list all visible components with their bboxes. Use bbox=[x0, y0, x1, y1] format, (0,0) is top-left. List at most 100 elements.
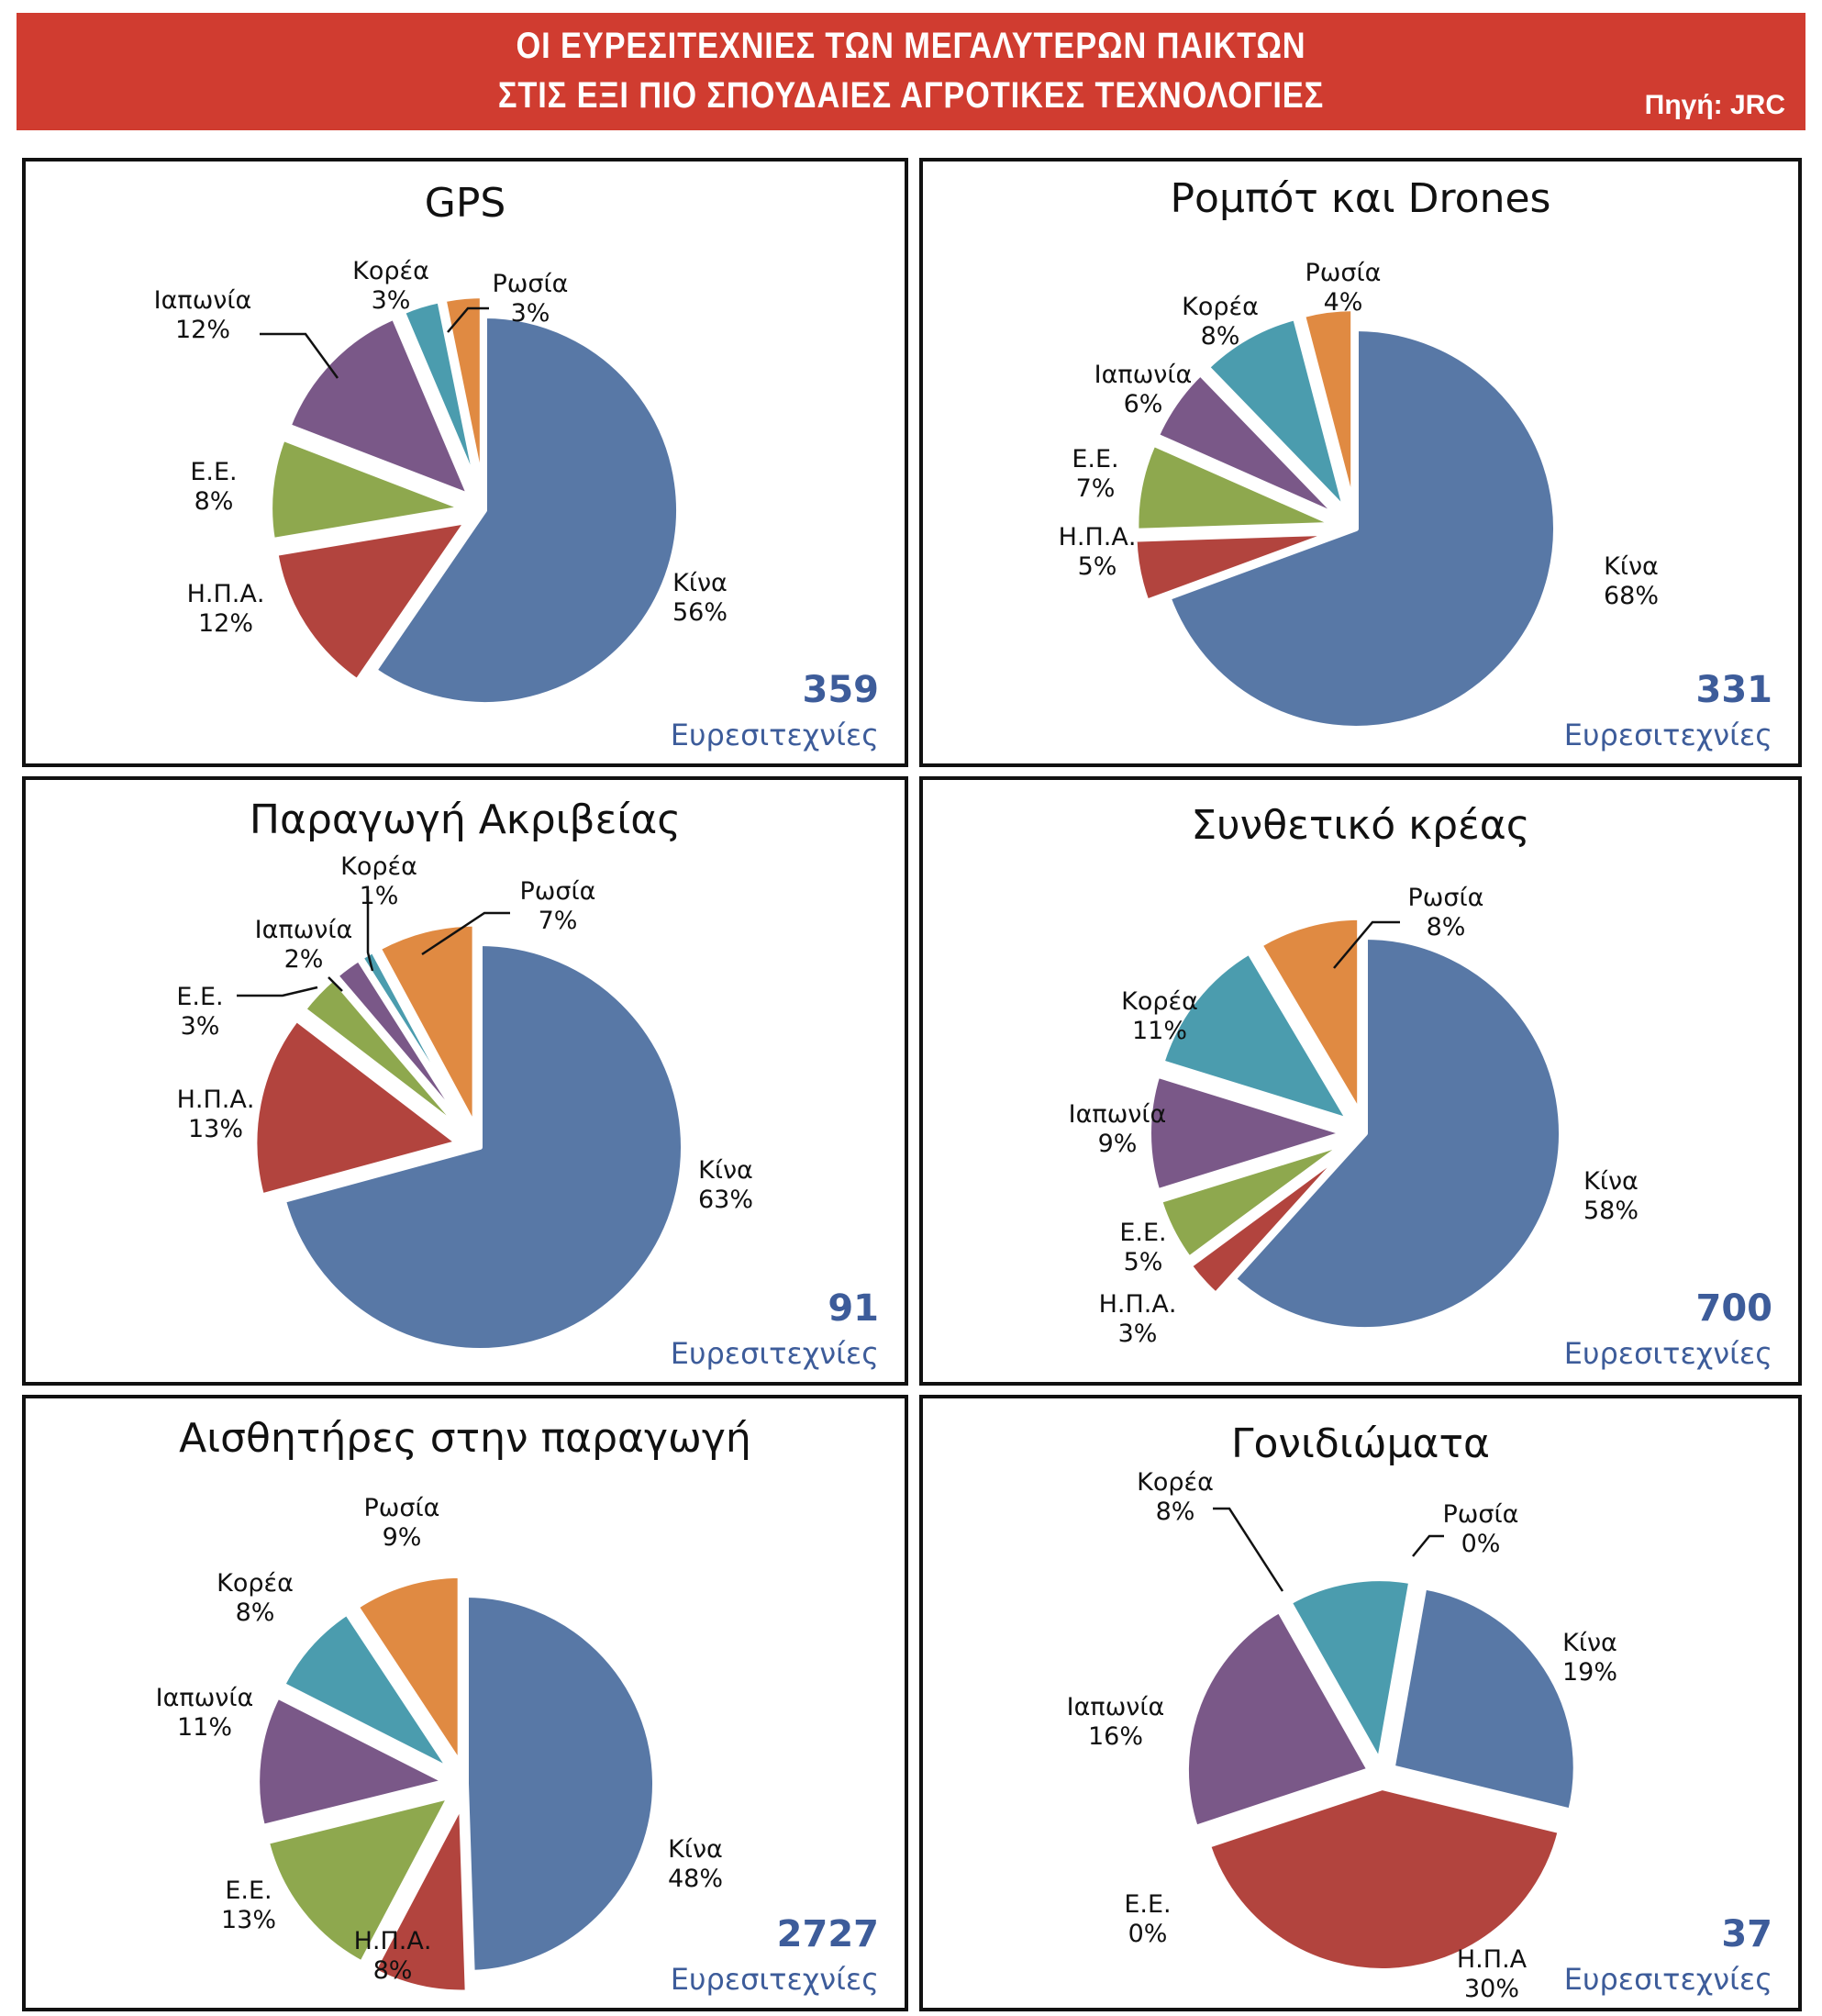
pie-slice-japan bbox=[1146, 1072, 1348, 1195]
slice-label-usa: Η.Π.Α. bbox=[177, 1086, 255, 1114]
pie-slice-japan bbox=[254, 1693, 450, 1831]
patent-count: 37 bbox=[1721, 1913, 1772, 1955]
chart-title: Παραγωγή Ακριβείας bbox=[250, 796, 681, 843]
slice-label-russia: Ρωσία bbox=[1443, 1500, 1519, 1529]
slice-label-korea: Κορέα bbox=[1121, 987, 1198, 1016]
slice-value-china: 63% bbox=[698, 1186, 753, 1214]
slice-value-china: 56% bbox=[672, 598, 728, 627]
leader-line bbox=[366, 890, 374, 972]
leader-line bbox=[1333, 920, 1400, 969]
slice-label-usa: Η.Π.Α. bbox=[1099, 1290, 1177, 1319]
slice-value-eu: 7% bbox=[1076, 474, 1116, 503]
chart-panel-1: GPS Κίνα 56% Η.Π.Α. 12% Ε.Ε. 8% Ιαπωνία 12% Κορέα… bbox=[22, 158, 908, 767]
slice-value-russia: 0% bbox=[1461, 1530, 1501, 1558]
slice-label-russia: Ρωσία bbox=[364, 1494, 440, 1522]
slice-value-usa: 30% bbox=[1464, 1975, 1519, 2003]
slice-value-korea: 1% bbox=[360, 882, 399, 910]
chart-panel-3: Παραγωγή Ακριβείας Κίνα 63% Η.Π.Α. 13% Ε.Ε. 3%… bbox=[22, 776, 908, 1386]
chart-panel-4: Συνθετικό κρέας Κίνα 58% Η.Π.Α. 3% Ε.Ε. 5% Ιαπω… bbox=[919, 776, 1802, 1386]
pie-slice-korea bbox=[399, 297, 482, 494]
slice-label-china: Κίνα bbox=[1583, 1167, 1639, 1196]
pie-slice-usa bbox=[1186, 1146, 1350, 1298]
slice-label-eu: Ε.Ε. bbox=[176, 983, 223, 1011]
slice-value-eu: 5% bbox=[1124, 1248, 1163, 1276]
pie-slice-usa bbox=[1131, 529, 1338, 605]
header-banner: ΟΙ ΕΥΡΕΣΙΤΕΧΝΙΕΣ ΤΩΝ ΜΕΓΑΛΥΤΕΡΩΝ ΠΑΙΚΤΩΝ… bbox=[17, 13, 1805, 130]
pie-slice-japan bbox=[285, 314, 473, 499]
slice-value-usa: 5% bbox=[1078, 552, 1117, 581]
header-title-line1: ΟΙ ΕΥΡΕΣΙΤΕΧΝΙΕΣ ΤΩΝ ΜΕΓΑΛΥΤΕΡΩΝ ΠΑΙΚΤΩΝ bbox=[516, 26, 1306, 66]
slice-value-japan: 6% bbox=[1124, 390, 1163, 418]
pie-slice-usa bbox=[251, 1016, 461, 1199]
slice-label-japan: Ιαπωνία bbox=[1069, 1100, 1167, 1129]
pie-chart-6: ΓονιδιώματαΚίνα19%Η.Π.Α30%Ε.Ε.0%Ιαπωνία1… bbox=[1067, 1420, 1772, 2003]
leader-line bbox=[260, 332, 339, 379]
header-title-line2: ΣΤΙΣ ΕΞΙ ΠΙΟ ΣΠΟΥΔΑΙΕΣ ΑΓΡΟΤΙΚΕΣ ΤΕΧΝΟΛΟ… bbox=[497, 75, 1325, 116]
slice-label-japan: Ιαπωνία bbox=[1067, 1693, 1165, 1721]
slice-value-japan: 12% bbox=[175, 316, 230, 344]
pie-slice-usa bbox=[1205, 1784, 1563, 1974]
slice-label-korea: Κορέα bbox=[340, 852, 417, 881]
pie-slice-korea bbox=[358, 947, 472, 1133]
slice-value-russia: 3% bbox=[511, 299, 550, 328]
pie-slice-japan bbox=[1183, 1607, 1372, 1831]
slice-value-usa: 12% bbox=[198, 609, 253, 638]
slice-label-japan: Ιαπωνία bbox=[1094, 361, 1193, 389]
source-credit: Πηγή: JRC bbox=[1644, 90, 1785, 120]
slice-label-usa: Η.Π.Α. bbox=[354, 1927, 432, 1955]
patent-unit-label: Ευρεσιτεχνίες bbox=[671, 1962, 879, 1997]
slice-value-china: 58% bbox=[1583, 1197, 1639, 1225]
chart-title: Ρομπότ και Drones bbox=[1171, 175, 1551, 222]
slice-label-russia: Ρωσία bbox=[1408, 884, 1484, 912]
pie-slice-korea bbox=[279, 1609, 454, 1774]
chart-title: Συνθετικό κρέας bbox=[1191, 802, 1529, 849]
chart-title: Αισθητήρες στην παραγωγή bbox=[179, 1415, 751, 1462]
slice-label-eu: Ε.Ε. bbox=[1124, 1890, 1171, 1919]
slice-label-china: Κίνα bbox=[668, 1835, 723, 1864]
pie-slice-russia bbox=[1299, 306, 1357, 512]
slice-value-korea: 8% bbox=[236, 1598, 275, 1627]
patent-count: 91 bbox=[828, 1287, 879, 1330]
pie-slice-usa bbox=[272, 518, 471, 685]
pie-slice-eu bbox=[1156, 1139, 1350, 1262]
chart-panel-6: Γονιδιώματα Κίνα 19% Η.Π.Α 30% Ε.Ε. 0% Ιαπωνία 1… bbox=[919, 1395, 1802, 2011]
slice-label-usa: Η.Π.Α. bbox=[1059, 523, 1137, 551]
slice-label-russia: Ρωσία bbox=[493, 270, 569, 298]
slice-label-usa: Η.Π.Α bbox=[1457, 1945, 1528, 1974]
pie-slice-eu bbox=[263, 1793, 453, 1966]
pie-slice-eu bbox=[300, 975, 469, 1136]
slice-label-korea: Κορέα bbox=[217, 1569, 294, 1598]
patent-count: 700 bbox=[1696, 1287, 1773, 1330]
pie-slice-russia bbox=[353, 1572, 463, 1767]
pie-chart-5: Αισθητήρες στην παραγωγήΚίνα48%Η.Π.Α.8%Ε… bbox=[156, 1415, 879, 1997]
slice-value-japan: 11% bbox=[177, 1713, 232, 1742]
pie-slice-korea bbox=[1159, 949, 1352, 1124]
slice-value-china: 19% bbox=[1562, 1658, 1617, 1687]
pie-slice-china bbox=[463, 1592, 658, 1976]
pie-slice-china bbox=[1389, 1584, 1579, 1814]
pie-slice-eu bbox=[267, 435, 468, 544]
slice-label-china: Κίνα bbox=[1604, 552, 1659, 581]
pie-slice-russia bbox=[440, 293, 485, 494]
slice-value-korea: 11% bbox=[1132, 1017, 1187, 1045]
slice-label-eu: Ε.Ε. bbox=[225, 1877, 272, 1905]
patent-unit-label: Ευρεσιτεχνίες bbox=[1564, 718, 1772, 752]
slice-label-china: Κίνα bbox=[672, 569, 728, 597]
slice-label-eu: Ε.Ε. bbox=[190, 458, 237, 486]
pie-slice-eu bbox=[1133, 440, 1339, 534]
slice-label-japan: Ιαπωνία bbox=[156, 1684, 254, 1712]
slice-label-korea: Κορέα bbox=[1137, 1468, 1214, 1497]
leader-line bbox=[1412, 1534, 1444, 1557]
leader-line bbox=[1213, 1507, 1284, 1592]
slice-value-russia: 8% bbox=[1427, 913, 1466, 941]
slice-label-japan: Ιαπωνία bbox=[154, 286, 252, 315]
chart-title: Γονιδιώματα bbox=[1231, 1420, 1490, 1467]
slice-value-russia: 7% bbox=[539, 907, 578, 935]
patent-unit-label: Ευρεσιτεχνίες bbox=[671, 718, 879, 752]
slice-label-korea: Κορέα bbox=[1182, 293, 1259, 321]
pie-slice-china bbox=[372, 313, 682, 707]
slice-value-korea: 3% bbox=[372, 286, 411, 315]
slice-value-korea: 8% bbox=[1201, 322, 1240, 351]
pie-slice-china bbox=[1230, 934, 1564, 1332]
